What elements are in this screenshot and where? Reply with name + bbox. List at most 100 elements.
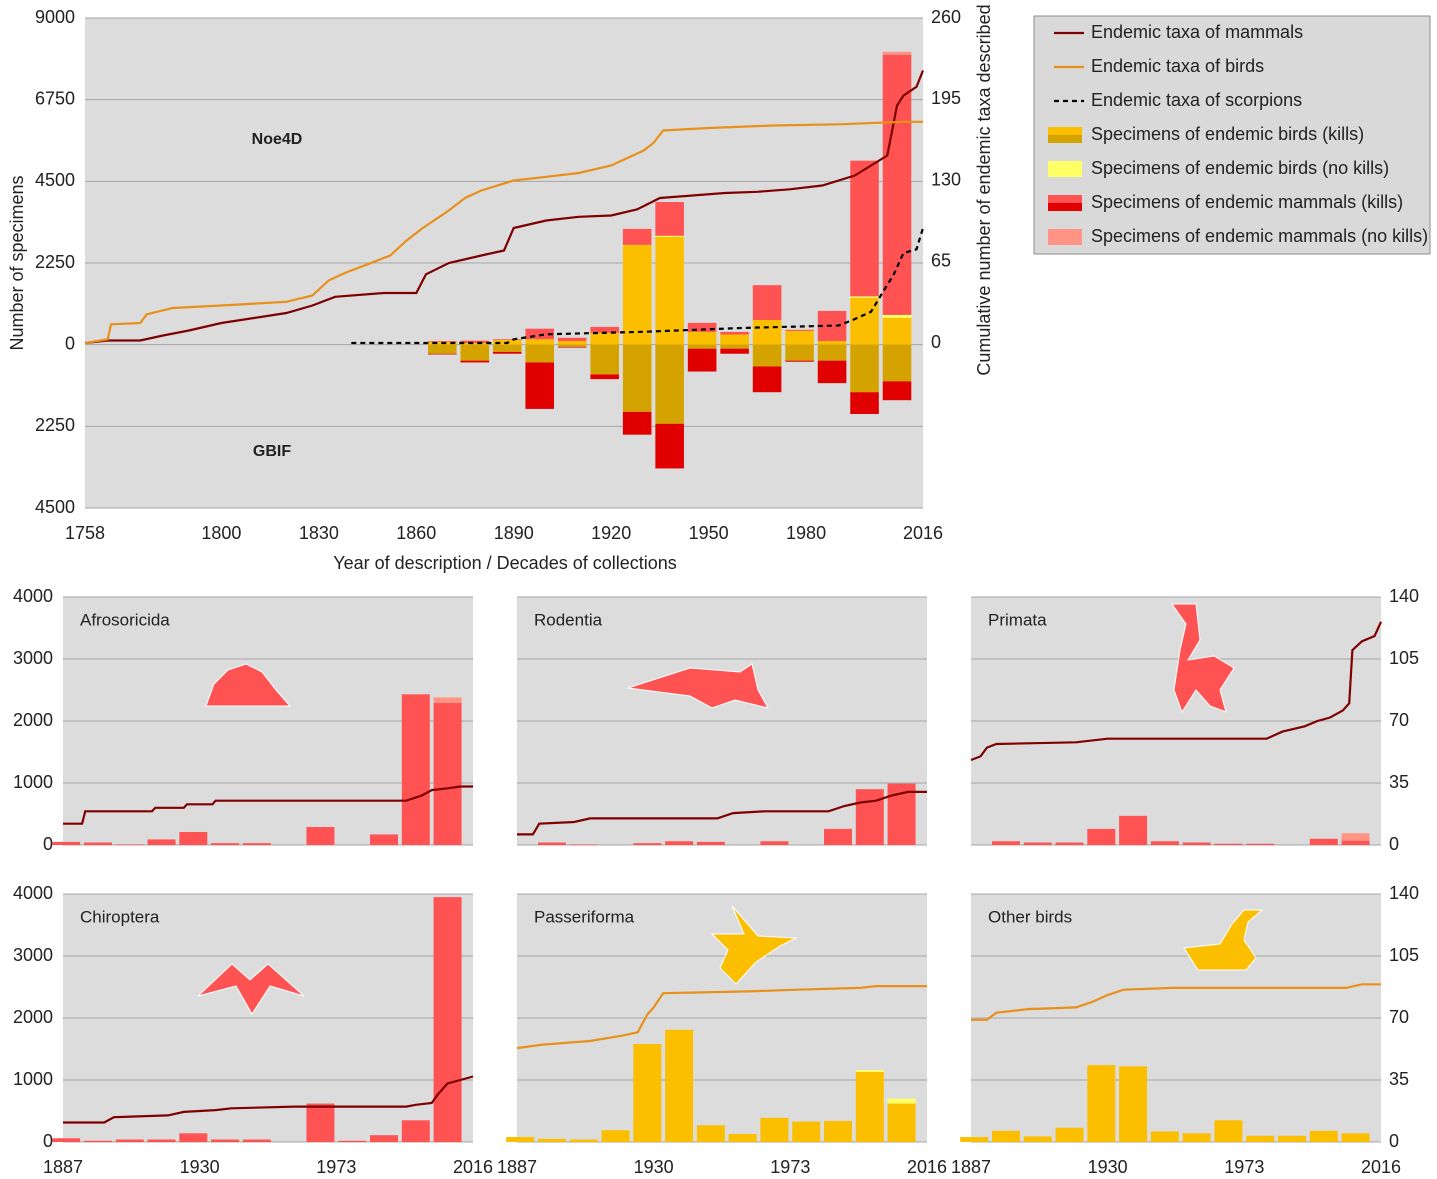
line-series — [84, 70, 925, 345]
x-tick-label: 1930 — [180, 1157, 220, 1177]
bar-segment — [52, 841, 81, 845]
legend-label: Specimens of endemic mammals (kills) — [1091, 192, 1403, 212]
legend-swatch — [1048, 203, 1082, 211]
bar-segment — [665, 841, 694, 845]
bar-segment — [696, 841, 725, 845]
bar-segment — [696, 1125, 725, 1142]
bar-segment — [720, 334, 749, 345]
bar-segment — [633, 1044, 662, 1142]
bar-segment — [622, 244, 652, 345]
y-tick-label: 2000 — [13, 1007, 53, 1027]
plots: 9000 6750 4500 2250 0 2250 4500 0 65 130 195 260 175… — [7, 4, 1419, 1176]
bar-segment-gbif — [720, 348, 749, 354]
y-tick-label: 0 — [65, 333, 75, 353]
x-tick-label: 1973 — [316, 1157, 356, 1177]
x-tick-label: 1887 — [43, 1157, 83, 1177]
bar-segment — [338, 1140, 367, 1142]
bar-segment — [655, 235, 684, 237]
bar-segment — [665, 1029, 694, 1142]
bar-segment — [655, 202, 684, 236]
bar-segment — [147, 1139, 176, 1142]
x-tick-label: 2016 — [1361, 1157, 1401, 1177]
bar-segment — [83, 1140, 112, 1142]
bar-segment — [1023, 1136, 1052, 1142]
bar-segment — [720, 331, 749, 335]
bar-segment-gbif — [785, 344, 814, 361]
bar-segment — [655, 236, 684, 345]
bar-segment-gbif — [785, 360, 814, 362]
legend-label: Endemic taxa of birds — [1091, 56, 1264, 76]
bar-segment — [792, 1121, 821, 1142]
bar-segment — [882, 317, 912, 345]
bar-segment — [401, 1120, 430, 1142]
bar-segment-gbif — [427, 353, 457, 355]
bar-segment — [147, 839, 176, 845]
bar-segment-gbif — [492, 351, 522, 354]
bar-segment — [1214, 843, 1243, 845]
bar-segment — [370, 834, 398, 845]
icon — [1171, 603, 1235, 714]
bar-segment-gbif — [655, 423, 684, 469]
bar-segment — [1341, 1133, 1370, 1142]
bar-segment — [242, 843, 271, 845]
bar-segment — [537, 1138, 566, 1142]
icon — [1183, 909, 1264, 971]
bar-segment — [1119, 815, 1148, 845]
legend-swatch — [1048, 127, 1082, 135]
y2-tick-label: 105 — [1389, 648, 1419, 668]
bar-segment — [460, 340, 490, 343]
bar-segment — [817, 341, 847, 345]
bar-segment-gbif — [492, 344, 522, 352]
bar-segment — [370, 1135, 398, 1142]
x-tick-label: 1887 — [951, 1157, 991, 1177]
y2-tick-label: 35 — [1389, 1069, 1409, 1089]
bar-segment — [306, 1103, 335, 1142]
bar-segment — [1150, 1131, 1179, 1142]
bar-segment — [760, 1117, 789, 1142]
bar-segment — [824, 1120, 852, 1142]
bar-segment — [1119, 1066, 1148, 1142]
bar-segment — [601, 1130, 630, 1142]
line-series — [84, 120, 923, 345]
x-tick-label: 1930 — [634, 1157, 674, 1177]
bar-segment-gbif — [622, 344, 652, 412]
y-tick-label: 0 — [43, 1131, 53, 1151]
bar-segment — [1278, 1135, 1306, 1142]
bar-segment — [1055, 1127, 1084, 1142]
line-series — [516, 985, 927, 1050]
x-tick-label: 1830 — [299, 523, 339, 543]
icon — [627, 663, 769, 709]
bar-segment — [855, 1070, 884, 1072]
y2-tick-label: 260 — [931, 7, 961, 27]
bar-segment — [557, 341, 587, 345]
bar-segment — [1246, 843, 1275, 845]
bar-segment-gbif — [655, 344, 684, 424]
y-tick-label: 1000 — [13, 1069, 53, 1089]
bar-segment — [824, 828, 852, 845]
bar-segment — [850, 296, 879, 298]
bar-segment — [1023, 842, 1052, 845]
panel-title: Afrosoricida — [80, 610, 170, 629]
legend-label: Endemic taxa of scorpions — [1091, 90, 1302, 110]
y-tick-label: 0 — [43, 834, 53, 854]
x-tick-label: 1860 — [396, 523, 436, 543]
y-tick-label: 4500 — [35, 497, 75, 517]
bar-segment — [242, 1139, 271, 1142]
y-tick-label: 2250 — [35, 415, 75, 435]
bar-segment-gbif — [720, 344, 749, 349]
y-tick-label: 6750 — [35, 88, 75, 108]
bar-segment — [83, 842, 112, 845]
bar-segment — [115, 844, 144, 845]
panel-title: Chiroptera — [80, 907, 160, 926]
legend-swatch — [1048, 135, 1082, 143]
y-tick-label: 4000 — [13, 586, 53, 606]
bar-segment-gbif — [427, 344, 457, 354]
bar-segment — [1150, 841, 1179, 845]
bar-segment — [115, 1139, 144, 1142]
bar-segment-gbif — [817, 360, 847, 384]
x-axis-title: Year of description / Decades of collect… — [333, 553, 677, 573]
bar-segment-gbif — [687, 344, 717, 349]
bar-segment — [687, 331, 717, 345]
bar-segment — [752, 285, 782, 320]
